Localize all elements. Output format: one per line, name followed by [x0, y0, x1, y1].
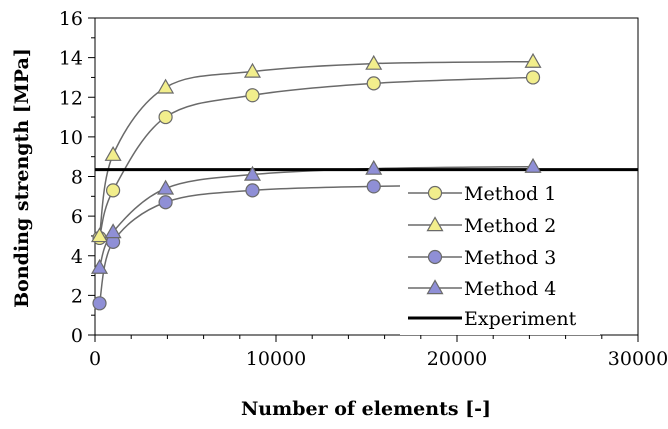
- data-point-series-4: [90, 258, 109, 274]
- y-tick-label: 14: [59, 48, 83, 70]
- data-point-series-2: [243, 62, 262, 78]
- legend-label: Method 2: [464, 215, 556, 237]
- axes: 0 2 4 6 8 10 12 14 16 0 10000 20000 30000: [59, 8, 668, 370]
- data-point-series-1: [366, 76, 381, 91]
- y-tick-label: 10: [59, 127, 83, 149]
- y-tick-label: 6: [71, 206, 83, 228]
- data-point-series-2: [104, 145, 122, 161]
- legend-marker: [426, 279, 444, 295]
- y-tick-label: 8: [71, 167, 83, 189]
- legend-label: Method 3: [464, 247, 556, 269]
- legend-label: Method 1: [464, 183, 556, 205]
- data-point-series-1: [245, 88, 260, 103]
- x-tick-label: 0: [89, 348, 101, 370]
- data-point-series-2: [524, 52, 542, 68]
- data-point-series-4: [243, 165, 262, 181]
- data-point-series-3: [158, 195, 173, 210]
- data-point-series-4: [104, 223, 122, 239]
- data-point-series-4: [524, 157, 542, 173]
- x-tick-label: 10000: [246, 348, 306, 370]
- legend-label: Method 4: [464, 278, 556, 300]
- data-point-series-2: [90, 227, 109, 243]
- series-markers: [90, 52, 542, 311]
- x-tick-label: 20000: [427, 348, 487, 370]
- y-tick-label: 16: [59, 8, 83, 30]
- data-point-series-1: [105, 183, 121, 198]
- y-tick-label: 2: [71, 285, 83, 307]
- legend-label: Experiment: [464, 308, 577, 330]
- data-point-series-2: [157, 78, 175, 94]
- data-point-series-4: [365, 159, 383, 175]
- data-point-series-1: [158, 109, 173, 125]
- legend-marker: [427, 249, 443, 265]
- y-tick-label: 0: [71, 325, 83, 347]
- data-point-series-3: [92, 296, 107, 311]
- y-tick-label: 4: [71, 246, 83, 268]
- legend: Method 1 Method 2 Method 3 Method 4 Experime…: [400, 175, 600, 335]
- x-axis-title: Number of elements [-]: [241, 398, 491, 420]
- x-tick-label: 30000: [608, 348, 668, 370]
- legend-marker: [426, 216, 444, 232]
- y-tick-label: 12: [59, 87, 83, 109]
- legend-marker: [427, 185, 443, 201]
- data-point-series-1: [525, 70, 541, 85]
- data-point-series-4: [157, 179, 175, 195]
- data-point-series-3: [366, 179, 381, 194]
- data-point-series-3: [245, 183, 260, 198]
- data-point-series-2: [365, 54, 383, 70]
- y-axis-title: Bonding strength [MPa]: [11, 48, 33, 308]
